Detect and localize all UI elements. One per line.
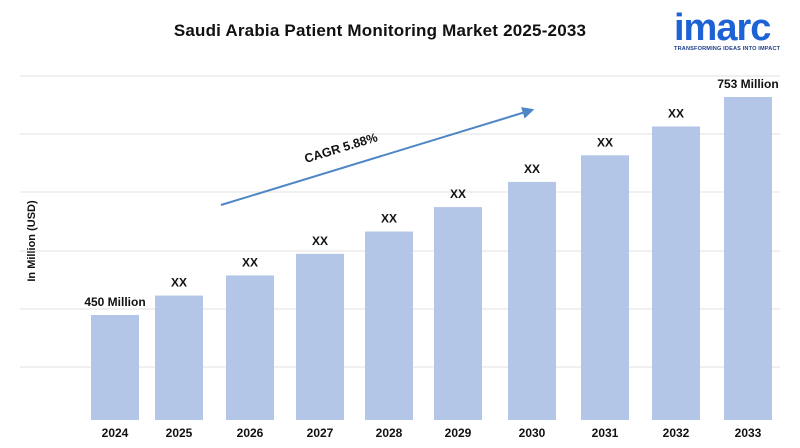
bar-2029 (434, 207, 482, 420)
bar-2031 (581, 155, 629, 420)
bar-2025 (155, 295, 203, 420)
data-label-2024: 450 Million (84, 295, 145, 309)
bar-2024 (91, 315, 139, 420)
x-tick-2033: 2033 (735, 426, 762, 440)
data-label-2026: XX (242, 255, 258, 269)
data-label-2033: 753 Million (717, 77, 778, 91)
bar-2033 (724, 97, 772, 420)
chart-title: Saudi Arabia Patient Monitoring Market 2… (173, 21, 587, 40)
bar-2027 (296, 253, 344, 420)
x-tick-2029: 2029 (445, 426, 472, 440)
logo-wordmark: imarc (674, 7, 771, 49)
x-tick-2032: 2032 (663, 426, 690, 440)
x-tick-2024: 2024 (102, 426, 129, 440)
imarc-logo: imarc TRANSFORMING IDEAS INTO IMPACT (670, 8, 795, 60)
data-label-2030: XX (524, 162, 540, 176)
x-tick-2025: 2025 (166, 426, 193, 440)
bar-2030 (508, 181, 556, 420)
data-label-2028: XX (381, 212, 397, 226)
data-label-2031: XX (597, 135, 613, 149)
bar-2028 (365, 231, 413, 420)
cagr-arrow (220, 107, 535, 206)
logo-tagline: TRANSFORMING IDEAS INTO IMPACT (674, 46, 781, 52)
bar-2026 (226, 275, 274, 420)
bar-2032 (652, 126, 700, 420)
data-label-2027: XX (312, 234, 328, 248)
x-tick-2028: 2028 (376, 426, 403, 440)
x-tick-2027: 2027 (307, 426, 334, 440)
x-tick-2026: 2026 (237, 426, 264, 440)
data-label-2025: XX (171, 276, 187, 290)
data-label-2029: XX (450, 187, 466, 201)
x-tick-2030: 2030 (519, 426, 546, 440)
x-tick-2031: 2031 (592, 426, 619, 440)
data-label-2032: XX (668, 106, 684, 120)
